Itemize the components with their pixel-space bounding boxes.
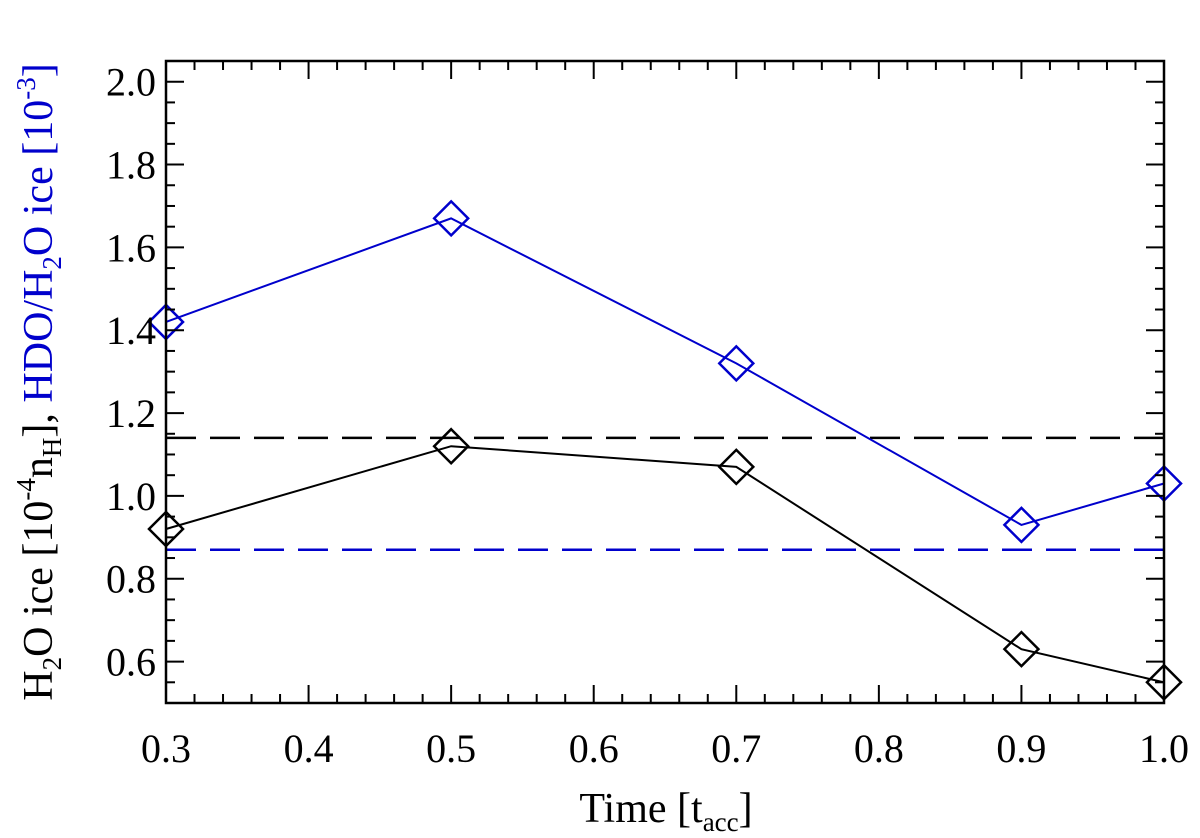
x-tick-label: 0.3 xyxy=(141,726,191,771)
x-tick-label: 0.5 xyxy=(426,726,476,771)
x-tick-label: 1.0 xyxy=(1139,726,1189,771)
x-tick-label: 0.8 xyxy=(854,726,904,771)
diamond-marker xyxy=(717,344,756,383)
y-tick-label: 1.6 xyxy=(106,225,156,270)
y-tick-label: 2.0 xyxy=(106,60,156,105)
y-tick-label: 1.8 xyxy=(106,143,156,188)
y-axis-title: H2O ice [10-4nH], HDO/H2O ice [10-3] xyxy=(11,63,67,700)
x-tick-label: 0.4 xyxy=(284,726,334,771)
reference-lines xyxy=(166,436,1164,551)
diamond-marker xyxy=(432,199,470,238)
x-tick-label: 0.9 xyxy=(996,726,1046,771)
series-line xyxy=(165,217,1165,526)
diamond-marker xyxy=(1002,630,1041,668)
series-layer xyxy=(147,199,1183,702)
diamond-marker xyxy=(1002,506,1041,544)
diamond-marker xyxy=(432,427,470,465)
diamond-marker xyxy=(717,448,756,486)
x-tick-label: 0.7 xyxy=(711,726,761,771)
series-line xyxy=(165,445,1165,684)
y-tick-label: 0.6 xyxy=(106,640,156,685)
y-tick-label: 1.0 xyxy=(106,474,156,519)
ticks xyxy=(165,60,1165,704)
x-axis-title: Time [tacc] xyxy=(579,786,752,837)
plot-frame xyxy=(164,59,1166,705)
y-tick-label: 0.8 xyxy=(106,557,156,602)
x-tick-label: 0.6 xyxy=(569,726,619,771)
y-tick-label: 1.2 xyxy=(106,391,156,436)
tick-labels: 0.3 0.4 0.5 0.6 0.7 0.8 0.9 1.0 0.6 0.8 1.0 1.2 1.4 1… xyxy=(106,60,1189,771)
y-tick-label: 1.4 xyxy=(106,308,156,353)
